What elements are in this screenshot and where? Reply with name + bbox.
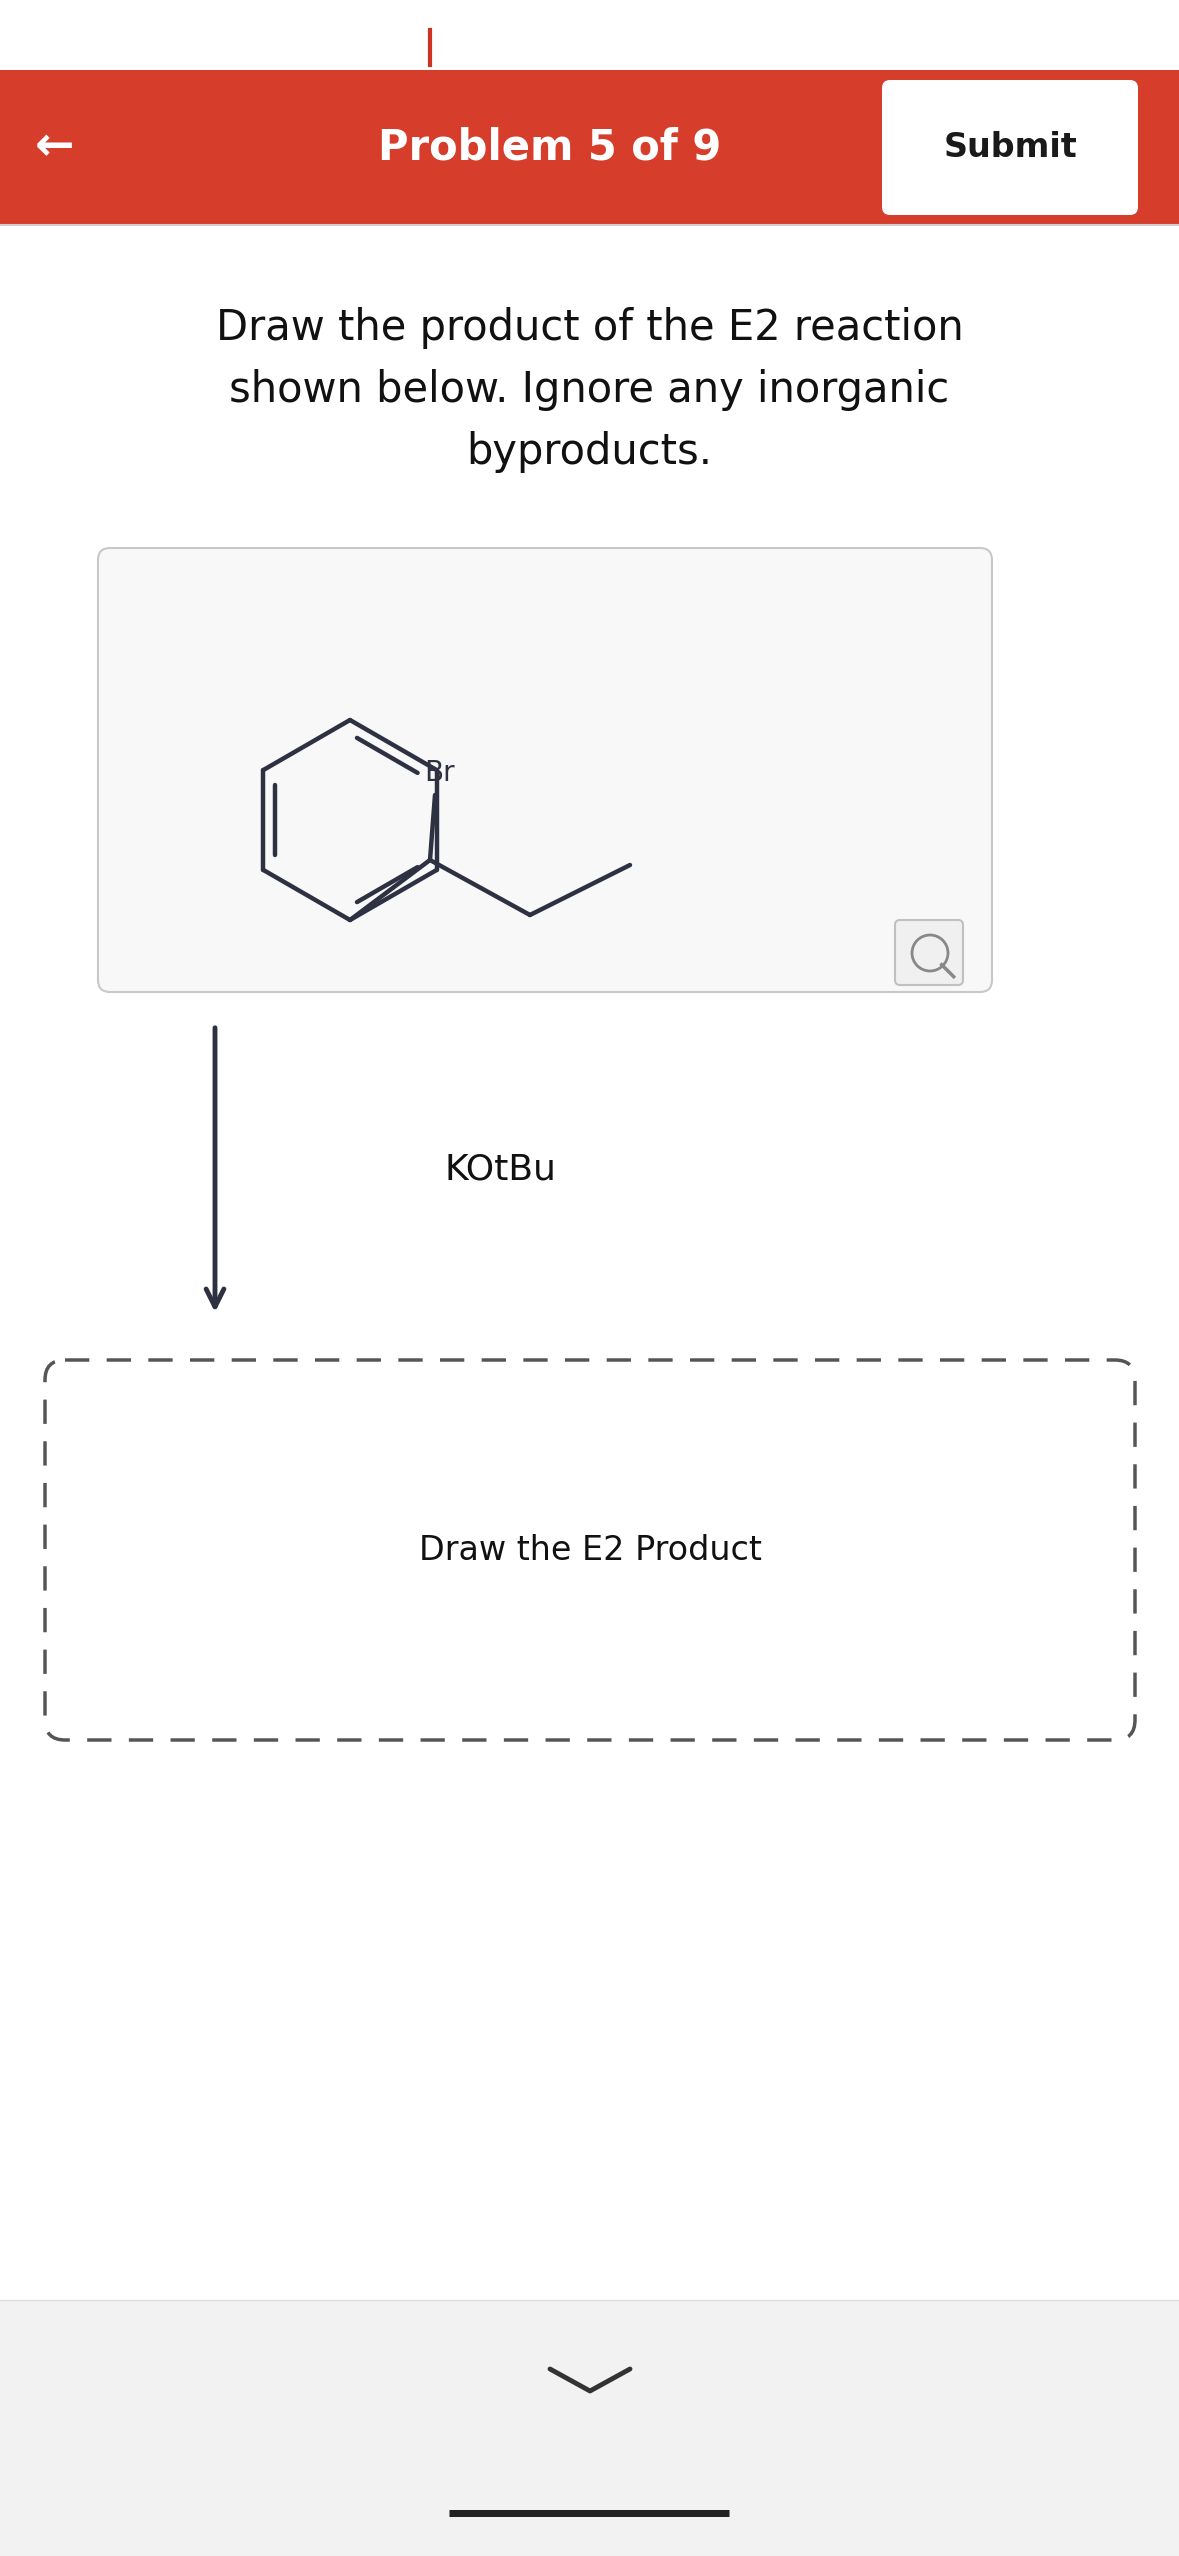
FancyBboxPatch shape <box>895 920 963 984</box>
Text: Problem 5 of 9: Problem 5 of 9 <box>378 125 722 169</box>
FancyBboxPatch shape <box>449 2510 730 2518</box>
FancyBboxPatch shape <box>0 2300 1179 2556</box>
Text: Draw the E2 Product: Draw the E2 Product <box>419 1534 762 1567</box>
FancyBboxPatch shape <box>98 547 992 992</box>
Text: Br: Br <box>424 759 455 787</box>
FancyBboxPatch shape <box>882 79 1138 215</box>
FancyBboxPatch shape <box>45 1360 1135 1741</box>
Text: ←: ← <box>35 125 74 171</box>
Text: KOtBu: KOtBu <box>444 1153 556 1186</box>
Text: Draw the product of the E2 reaction
shown below. Ignore any inorganic
byproducts: Draw the product of the E2 reaction show… <box>216 307 963 473</box>
FancyBboxPatch shape <box>0 69 1179 225</box>
Text: Submit: Submit <box>943 130 1076 164</box>
